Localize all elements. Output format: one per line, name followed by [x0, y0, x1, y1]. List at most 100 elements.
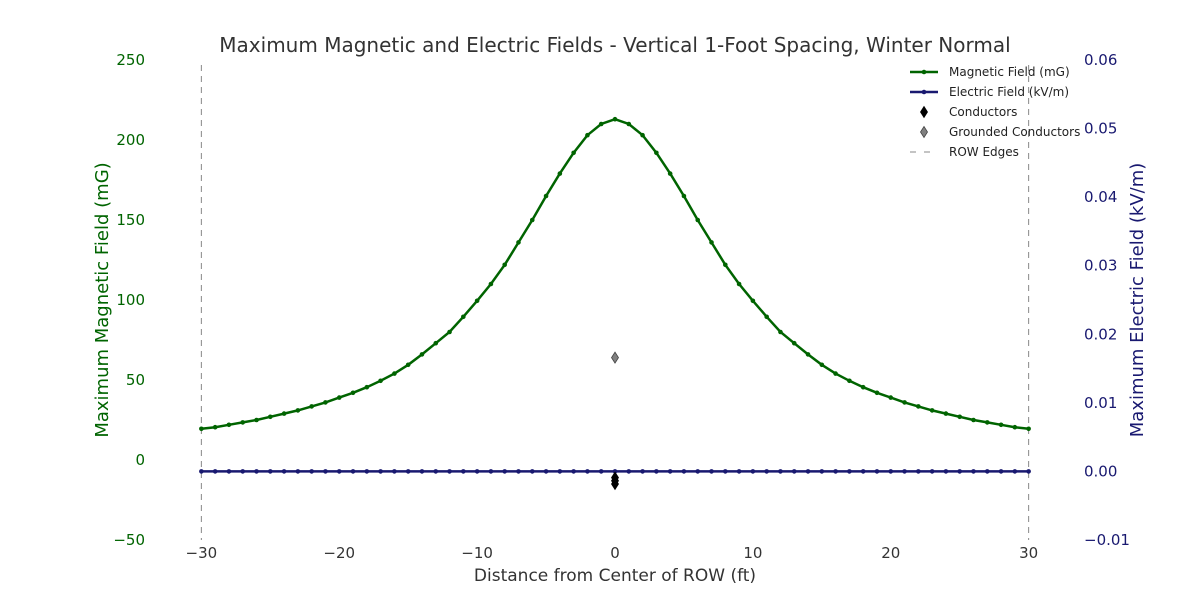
electric-field-point [695, 469, 701, 474]
y-right-tick-label: 0.01 [1084, 394, 1117, 412]
y-left-tick-label: 200 [116, 131, 145, 149]
magnetic-field-point [419, 352, 425, 357]
magnetic-field-point [874, 390, 880, 396]
electric-field-point [461, 469, 466, 474]
legend-diamond-swatch [920, 105, 928, 119]
electric-field-point [598, 469, 604, 474]
x-tick-label: −30 [186, 544, 218, 562]
y-axis-right-label: Maximum Electric Field (kV/m) [1127, 163, 1148, 437]
magnetic-field-point [916, 404, 921, 409]
magnetic-field-point [888, 395, 894, 400]
y-axis-left-ticks: −50 0 50 100 150 200 250 [113, 51, 145, 549]
magnetic-field-point [805, 352, 811, 357]
magnetic-field-point [943, 411, 949, 416]
magnetic-field-point [709, 240, 714, 245]
x-tick-label: −10 [461, 544, 493, 562]
electric-field-point [254, 469, 259, 474]
magnetic-field-point [902, 400, 907, 405]
magnetic-field-point [695, 217, 701, 223]
electric-field-point [268, 469, 273, 474]
y-right-tick-label: 0.04 [1084, 188, 1117, 206]
magnetic-field-line [201, 117, 1029, 431]
y-left-tick-label: 150 [116, 211, 145, 229]
legend-label: Grounded Conductors [949, 125, 1080, 139]
electric-field-point [654, 469, 659, 474]
electric-field-point [392, 469, 397, 474]
magnetic-field-point [529, 217, 535, 223]
chart-title: Maximum Magnetic and Electric Fields - V… [219, 33, 1010, 57]
magnetic-field-point [640, 132, 645, 138]
electric-field-point [323, 469, 328, 474]
conductor-marker [611, 477, 619, 491]
electric-field-point [943, 469, 949, 474]
y-left-tick-label: 250 [116, 51, 145, 69]
legend-point-swatch [921, 69, 927, 75]
y-right-tick-label: 0.00 [1084, 462, 1117, 480]
legend-label: Magnetic Field (mG) [949, 65, 1070, 79]
magnetic-field-point [268, 414, 273, 420]
y-left-tick-label: 100 [116, 291, 145, 309]
magnetic-field-point [929, 408, 935, 413]
electric-field-point [626, 469, 632, 474]
electric-field-point [998, 469, 1004, 474]
legend-label: Electric Field (kV/m) [949, 85, 1069, 99]
magnetic-field-point [461, 314, 466, 320]
magnetic-field-point [254, 417, 259, 423]
electric-field-point [474, 469, 480, 474]
electric-field-point [709, 469, 714, 474]
electric-field-point [778, 469, 783, 474]
electric-field-point [336, 469, 342, 474]
x-tick-label: 10 [743, 544, 762, 562]
magnetic-field-point [378, 378, 383, 384]
grounded-conductor-marker [611, 351, 619, 364]
series-layer [199, 116, 1031, 474]
electric-field-point [957, 469, 962, 474]
magnetic-field-point [778, 329, 783, 335]
magnetic-field-point [405, 362, 411, 368]
electric-field-point [902, 469, 907, 474]
electric-field-point [971, 469, 976, 474]
magnetic-field-point [543, 193, 549, 199]
legend: Magnetic Field (mG) Electric Field (kV/m)… [910, 65, 1080, 159]
magnetic-field-point [212, 424, 218, 430]
electric-field-point [447, 469, 452, 474]
magnetic-field-point [723, 262, 728, 268]
electric-field-point [736, 469, 742, 474]
conductor-markers [611, 351, 619, 491]
y-left-tick-label: 50 [126, 371, 145, 389]
y-left-tick-label: 0 [135, 451, 145, 469]
electric-field-point [667, 469, 673, 474]
magnetic-field-point [488, 281, 494, 287]
legend-label: ROW Edges [949, 145, 1019, 159]
electric-field-point [585, 469, 590, 474]
y-right-tick-label: 0.03 [1084, 257, 1117, 275]
magnetic-field-point [309, 404, 314, 409]
magnetic-field-point [764, 314, 769, 320]
row-edges [200, 65, 1030, 540]
electric-field-point [874, 469, 880, 474]
electric-field-point [364, 469, 370, 474]
magnetic-field-point [1012, 424, 1018, 430]
x-tick-label: 20 [881, 544, 900, 562]
magnetic-field-point [681, 193, 687, 199]
magnetic-field-point [571, 150, 576, 156]
electric-field-point [984, 469, 990, 474]
electric-field-point [309, 469, 314, 474]
electric-field-point [805, 469, 811, 474]
electric-field-point [723, 469, 728, 474]
electric-field-point [240, 469, 246, 474]
magnetic-field-point [240, 420, 246, 425]
magnetic-field-point [447, 329, 452, 335]
magnetic-field-point [502, 262, 507, 268]
electric-field-point [543, 469, 549, 474]
electric-field-point [295, 469, 301, 474]
y-right-tick-label: 0.02 [1084, 325, 1117, 343]
electric-field-point [916, 469, 921, 474]
magnetic-field-point [1026, 426, 1031, 432]
electric-field-point [433, 469, 439, 474]
y-axis-right-ticks: −0.01 0.00 0.01 0.02 0.03 0.04 0.05 0.06 [1084, 51, 1130, 549]
magnetic-field-point [833, 371, 838, 376]
magnetic-field-point [433, 340, 439, 346]
electric-field-point [750, 469, 756, 474]
